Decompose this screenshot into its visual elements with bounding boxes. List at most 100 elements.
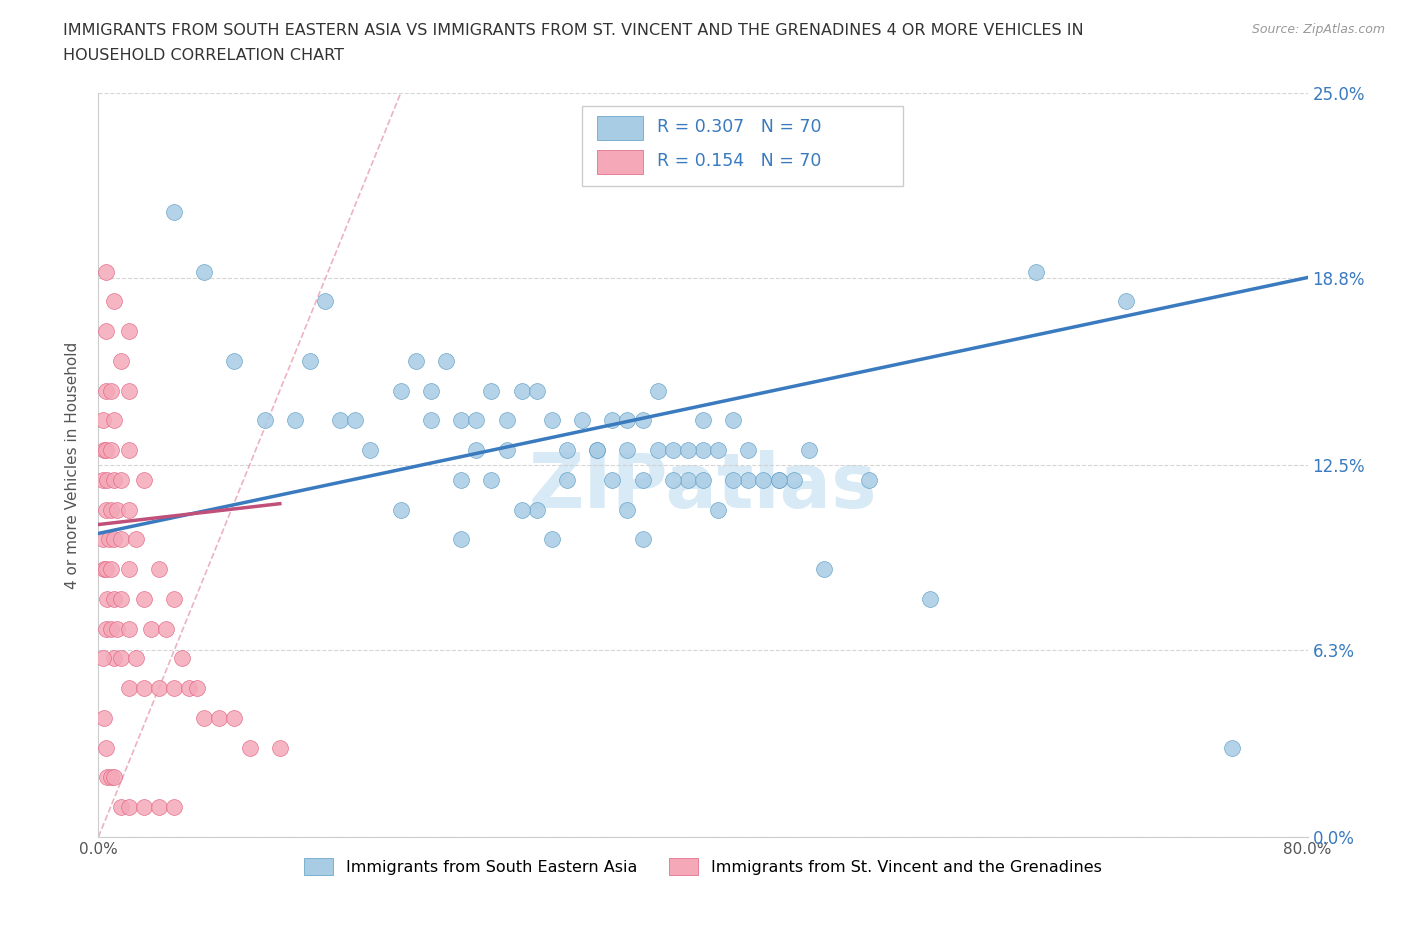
Point [918,591,941,606]
Point [170,651,193,666]
Point [1220,740,1243,755]
Point [94,443,117,458]
Point [179,681,201,696]
Point [100,621,122,636]
Point [616,443,638,458]
Point [389,502,412,517]
Point [91,651,114,666]
Point [631,413,654,428]
Point [186,681,208,696]
Text: R = 0.154   N = 70: R = 0.154 N = 70 [657,153,821,170]
Point [1115,294,1137,309]
Point [118,562,141,577]
Point [105,502,128,517]
Point [647,383,669,398]
Point [94,264,117,279]
Point [132,472,155,487]
Point [495,413,517,428]
Point [148,800,170,815]
Point [110,472,132,487]
Point [110,651,132,666]
Point [269,740,291,755]
Y-axis label: 4 or more Vehicles in Household: 4 or more Vehicles in Household [65,341,80,589]
Point [481,472,503,487]
Point [125,532,148,547]
Point [526,502,548,517]
Point [110,353,132,368]
Point [103,591,125,606]
Bar [596,151,643,174]
Point [94,621,117,636]
Point [692,443,714,458]
Point [450,413,472,428]
Point [91,472,114,487]
Point [163,800,186,815]
Point [94,383,117,398]
Point [481,383,503,398]
Point [676,472,699,487]
Point [465,413,488,428]
Point [132,681,155,696]
Point [118,681,141,696]
Point [132,800,155,815]
Point [555,443,578,458]
Point [94,502,117,517]
FancyBboxPatch shape [582,106,903,186]
Point [858,472,880,487]
Point [94,740,117,755]
Point [510,502,533,517]
Point [284,413,307,428]
Point [707,443,730,458]
Point [723,413,745,428]
Point [752,472,775,487]
Point [100,443,122,458]
Point [692,413,714,428]
Point [616,502,638,517]
Point [100,770,122,785]
Point [631,532,654,547]
Point [118,800,141,815]
Point [420,383,443,398]
Point [224,353,246,368]
Bar [596,116,643,140]
Point [91,532,114,547]
Point [405,353,427,368]
Point [100,562,122,577]
Point [555,472,578,487]
Point [118,324,141,339]
Point [100,383,122,398]
Point [118,443,141,458]
Point [389,383,412,398]
Point [571,413,593,428]
Point [103,413,125,428]
Point [94,324,117,339]
Point [737,443,759,458]
Point [314,294,336,309]
Point [434,353,457,368]
Point [208,711,231,725]
Text: IMMIGRANTS FROM SOUTH EASTERN ASIA VS IMMIGRANTS FROM ST. VINCENT AND THE GRENAD: IMMIGRANTS FROM SOUTH EASTERN ASIA VS IM… [63,23,1084,38]
Point [1024,264,1046,279]
Point [110,532,132,547]
Point [647,443,669,458]
Point [103,294,125,309]
Point [450,532,472,547]
Point [510,383,533,398]
Text: Source: ZipAtlas.com: Source: ZipAtlas.com [1251,23,1385,36]
Point [132,591,155,606]
Point [602,413,624,428]
Point [110,800,132,815]
Point [94,562,117,577]
Point [299,353,322,368]
Point [797,443,820,458]
Point [96,591,118,606]
Point [526,383,548,398]
Point [103,770,125,785]
Point [163,591,186,606]
Point [602,472,624,487]
Point [91,413,114,428]
Point [707,502,730,517]
Point [616,413,638,428]
Point [103,472,125,487]
Point [661,472,683,487]
